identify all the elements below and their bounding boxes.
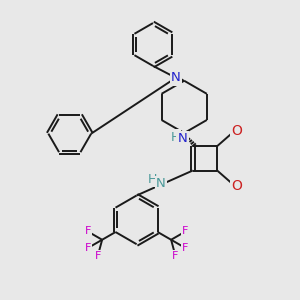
Text: O: O	[231, 179, 242, 193]
Text: F: F	[85, 226, 91, 236]
Polygon shape	[175, 76, 184, 81]
Text: H: H	[170, 131, 180, 144]
Text: N: N	[178, 132, 188, 145]
Text: N: N	[171, 71, 181, 84]
Text: N: N	[156, 177, 166, 190]
Text: H: H	[148, 173, 158, 186]
Text: F: F	[85, 243, 91, 253]
Text: F: F	[94, 251, 101, 261]
Text: F: F	[182, 243, 189, 253]
Text: F: F	[182, 226, 189, 236]
Text: F: F	[172, 251, 178, 261]
Text: O: O	[231, 124, 242, 138]
